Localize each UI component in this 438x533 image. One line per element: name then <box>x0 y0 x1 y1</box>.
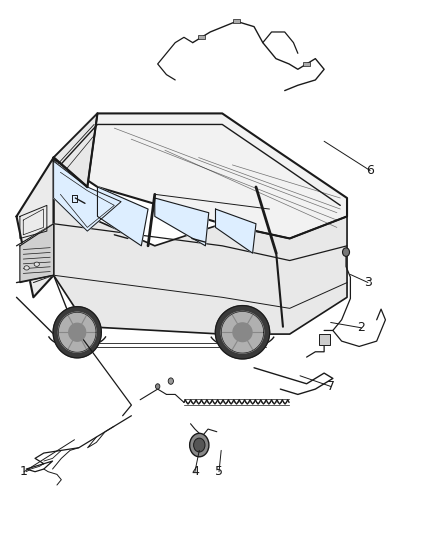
Circle shape <box>190 433 209 457</box>
Polygon shape <box>215 305 270 359</box>
Text: 3: 3 <box>364 276 372 289</box>
Polygon shape <box>20 224 53 282</box>
Circle shape <box>194 438 205 452</box>
Polygon shape <box>58 312 96 352</box>
Text: 6: 6 <box>366 164 374 177</box>
FancyBboxPatch shape <box>319 334 330 345</box>
Polygon shape <box>215 209 256 253</box>
Bar <box>233 19 240 23</box>
Polygon shape <box>53 114 347 238</box>
Polygon shape <box>233 323 252 342</box>
Text: 2: 2 <box>357 321 365 334</box>
Polygon shape <box>97 187 148 246</box>
Text: 1: 1 <box>20 465 28 478</box>
Polygon shape <box>17 158 53 297</box>
Text: 5: 5 <box>215 465 223 478</box>
Text: 4: 4 <box>191 465 199 478</box>
Polygon shape <box>17 114 347 334</box>
Bar <box>303 62 310 66</box>
Polygon shape <box>53 114 97 187</box>
Polygon shape <box>53 306 101 358</box>
Polygon shape <box>53 158 347 334</box>
Circle shape <box>343 248 350 256</box>
Circle shape <box>168 378 173 384</box>
Ellipse shape <box>34 262 39 266</box>
Polygon shape <box>155 198 209 246</box>
Bar <box>198 35 205 39</box>
Text: 7: 7 <box>327 380 335 393</box>
Polygon shape <box>53 161 121 231</box>
Polygon shape <box>221 311 264 353</box>
Circle shape <box>155 384 160 389</box>
Polygon shape <box>69 324 86 341</box>
Ellipse shape <box>24 266 29 270</box>
